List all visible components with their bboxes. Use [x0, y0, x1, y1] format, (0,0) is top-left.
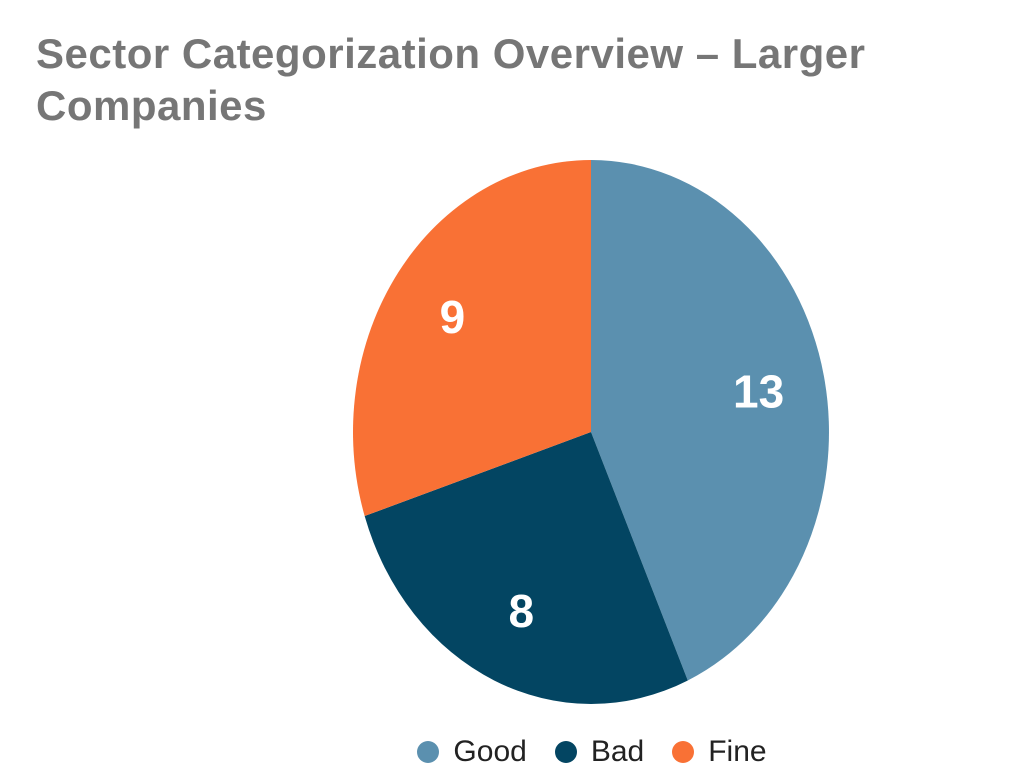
- legend-item-good: Good: [417, 735, 527, 769]
- legend-label: Good: [453, 735, 527, 768]
- pie-slice-bad: [364, 432, 688, 704]
- chart-title: Sector Categorization Overview – Larger …: [36, 30, 866, 129]
- data-label-fine: 9: [440, 291, 466, 343]
- pie-data-labels: 13 8 9: [440, 291, 785, 637]
- legend-marker-icon: [417, 741, 440, 763]
- pie-slices: [353, 160, 829, 704]
- legend-item-fine: Fine: [672, 735, 767, 769]
- legend-label: Bad: [590, 735, 645, 768]
- legend-marker-icon: [554, 741, 577, 763]
- pie-slice-fine: [353, 160, 591, 517]
- legend-label: Fine: [708, 735, 767, 768]
- legend-item-bad: Bad: [554, 735, 645, 769]
- chart-legend: Good Bad Fine: [0, 735, 1024, 769]
- pie-slice-good: [591, 160, 829, 681]
- data-label-bad: 8: [509, 585, 535, 637]
- legend-marker-icon: [672, 741, 695, 763]
- data-label-good: 13: [733, 365, 784, 417]
